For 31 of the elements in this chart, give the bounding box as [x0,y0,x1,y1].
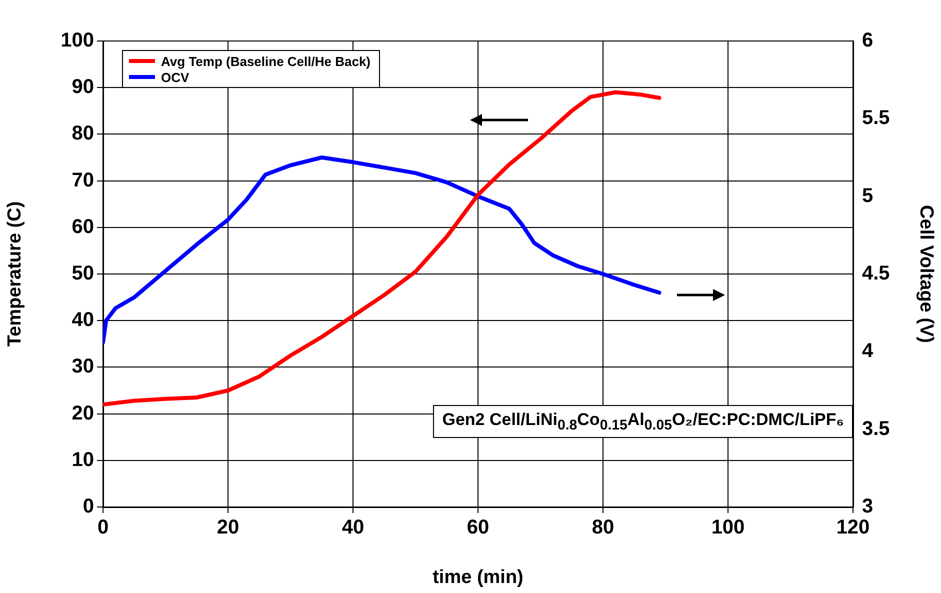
y2-tick-label: 4.5 [862,262,890,285]
y-tick-label: 70 [72,169,94,192]
x-tick-label: 80 [592,516,614,539]
x-tick-label: 120 [836,516,870,539]
legend-label: Avg Temp (Baseline Cell/He Back) [161,54,371,68]
y-tick-label: 90 [72,76,94,98]
y-tick-label: 50 [72,262,94,285]
y-tick-label: 10 [72,448,94,471]
y2-tick-label: 6 [862,30,874,52]
x-tick-label: 40 [342,516,364,539]
x-axis-title: time (min) [432,566,524,588]
x-tick-label: 60 [466,516,490,539]
y-tick-label: 30 [72,356,94,378]
y2-tick-label: 3.5 [862,418,890,440]
y-axis-title: Temperature (C) [4,201,26,347]
legend-label: OCV [161,70,190,84]
y2-tick-label: 4 [862,340,874,362]
y2-tick-label: 3 [862,496,874,518]
y-tick-label: 20 [72,402,94,424]
annotation: Gen2 Cell/LiNi$_{0.8}$Co$_{0.15}$Al$_{0.05}$O₂/EC:PC:DMC/LiPF₆ [433,405,853,438]
y-tick-label: 80 [72,122,94,145]
y2-axis-title: Cell Voltage (V) [915,205,936,343]
y-tick-label: 100 [60,30,94,52]
y2-tick-label: 5 [862,184,874,207]
y-tick-label: 60 [72,216,94,238]
y-tick-label: 0 [82,496,94,518]
y2-tick-label: 5.5 [862,107,890,130]
y-tick-label: 40 [72,309,94,332]
x-tick-label: 100 [711,516,745,539]
x-tick-label: 20 [216,516,240,539]
x-tick-label: 0 [97,516,109,539]
